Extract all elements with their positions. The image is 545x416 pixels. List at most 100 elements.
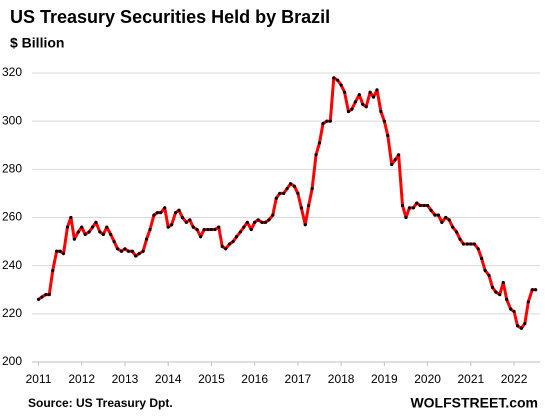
x-tick-label: 2017 (285, 372, 312, 386)
data-point (346, 109, 351, 114)
data-point (461, 242, 466, 246)
data-point (458, 237, 462, 241)
data-point (40, 295, 44, 299)
data-point (253, 220, 257, 224)
data-point (292, 184, 297, 188)
data-point (209, 227, 214, 232)
data-point (368, 90, 372, 94)
data-point (526, 300, 530, 304)
data-point (364, 105, 368, 109)
data-point (267, 218, 271, 222)
data-point (94, 220, 98, 224)
data-point (498, 292, 502, 297)
data-point (55, 249, 59, 253)
data-point (213, 227, 217, 232)
data-point (155, 211, 159, 215)
data-point (112, 239, 116, 244)
data-point (342, 90, 347, 94)
data-point (191, 225, 195, 229)
data-point (101, 232, 105, 236)
data-point (44, 292, 48, 297)
data-point (390, 162, 394, 167)
data-point (170, 223, 174, 227)
data-point (465, 242, 469, 246)
y-tick-label: 300 (2, 113, 22, 127)
x-tick-label: 2021 (457, 372, 484, 386)
data-point (433, 213, 437, 217)
data-point (501, 280, 505, 285)
data-point (469, 242, 473, 246)
data-point (61, 252, 66, 256)
data-point (242, 225, 246, 229)
x-tick-label: 2014 (155, 372, 182, 386)
data-point (141, 249, 145, 253)
data-point (238, 230, 242, 234)
data-point (490, 285, 495, 289)
data-point (397, 153, 401, 157)
y-tick-label: 280 (2, 162, 22, 176)
data-point (188, 218, 192, 222)
data-point (476, 247, 480, 251)
data-point (47, 292, 51, 297)
data-point (357, 93, 361, 97)
data-point (130, 249, 134, 253)
y-tick-label: 220 (2, 306, 22, 320)
data-point (152, 213, 156, 217)
data-point (451, 225, 455, 229)
data-point (282, 191, 286, 196)
data-point (271, 213, 275, 217)
x-tick-label: 2020 (414, 372, 441, 386)
data-point (523, 321, 527, 326)
brand: WOLFSTREET.com (410, 395, 538, 411)
data-point (350, 107, 354, 111)
data-point (415, 201, 419, 205)
data-point (80, 225, 84, 229)
data-point (126, 249, 131, 253)
data-point (249, 227, 253, 232)
data-point (116, 247, 120, 251)
data-point (202, 227, 206, 232)
data-point (505, 297, 509, 301)
data-point (144, 237, 149, 241)
data-point (72, 237, 76, 241)
data-point (58, 249, 62, 253)
source-note: Source: US Treasury Dpt. (28, 396, 173, 410)
data-point (509, 307, 513, 311)
data-point (393, 158, 397, 162)
data-point (76, 230, 80, 234)
data-point (256, 218, 260, 222)
data-point (263, 220, 268, 224)
data-point (411, 206, 415, 210)
data-point (177, 208, 181, 212)
data-point (519, 326, 524, 330)
data-point (375, 88, 379, 92)
data-point (379, 109, 383, 114)
data-point (195, 227, 199, 232)
data-point (148, 227, 152, 232)
data-point (69, 215, 73, 220)
data-point (288, 182, 293, 186)
data-point (134, 254, 138, 258)
data-point (224, 247, 228, 251)
y-tick-label: 240 (2, 258, 22, 272)
data-point (336, 78, 340, 82)
data-point (303, 223, 307, 227)
data-point (159, 211, 163, 215)
x-tick-label: 2013 (112, 372, 139, 386)
data-point (217, 225, 221, 229)
data-point (314, 153, 318, 157)
data-point (400, 203, 405, 208)
data-line (37, 76, 536, 330)
x-tick-label: 2016 (241, 372, 268, 386)
data-point (494, 290, 498, 294)
data-point (382, 119, 386, 123)
data-point (65, 225, 70, 229)
data-point (36, 297, 41, 301)
chart-title: US Treasury Securities Held by Brazil (10, 7, 330, 27)
data-point (530, 288, 534, 292)
data-point (180, 215, 185, 220)
data-point (440, 220, 444, 224)
y-tick-label: 260 (2, 210, 22, 224)
data-point (444, 215, 448, 220)
data-point (310, 187, 314, 191)
